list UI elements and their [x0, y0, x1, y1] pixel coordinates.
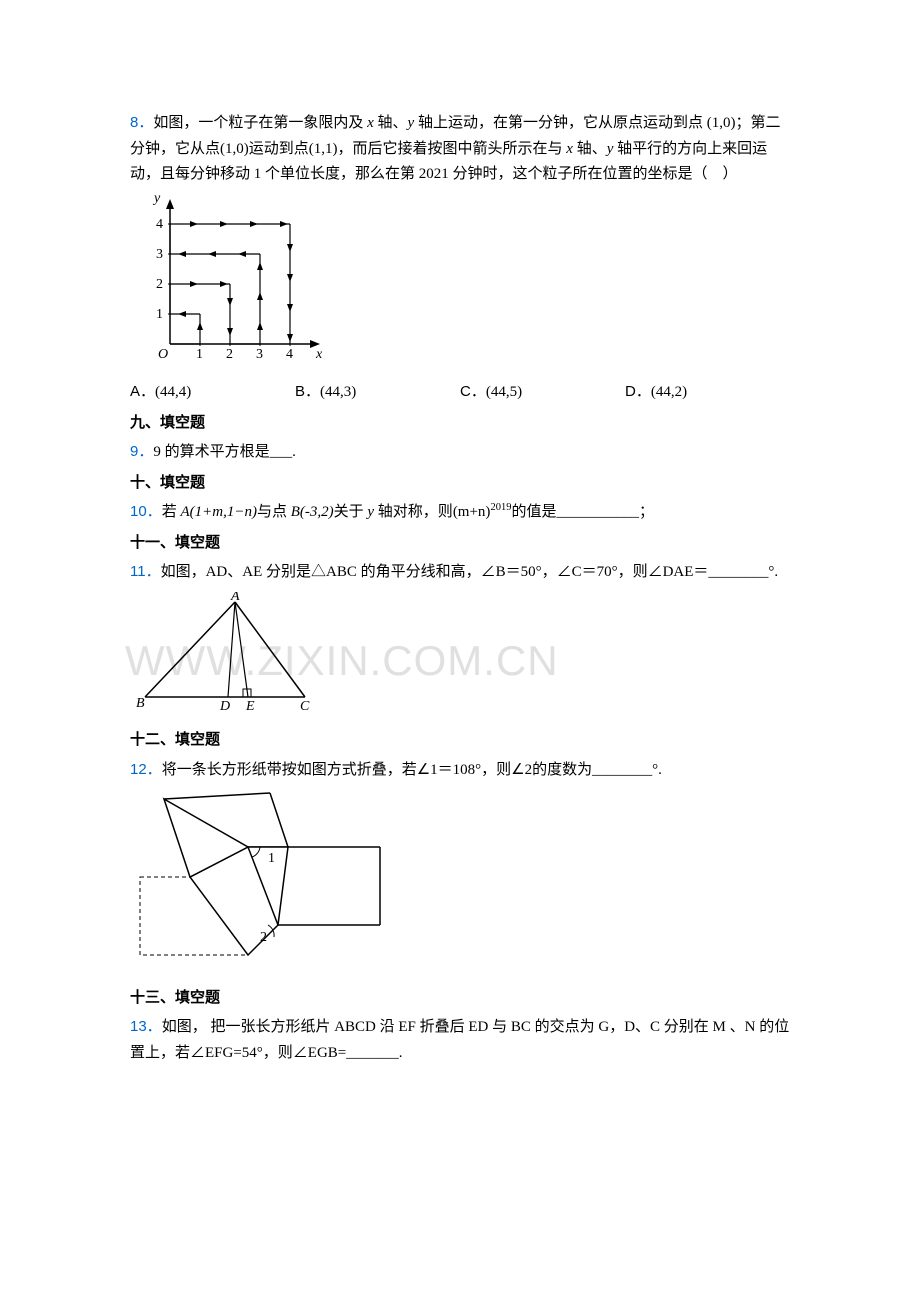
- q8-coord2: (1,0): [220, 141, 249, 157]
- q8-opt-c-val: (44,5): [486, 384, 522, 400]
- q13-text: 如图， 把一张长方形纸片 ABCD 沿 EF 折叠后 ED 与 BC 的交点为 …: [130, 1019, 789, 1061]
- question-12: 12．将一条长方形纸带按如图方式折叠，若∠1＝108°，则∠2的度数为_____…: [130, 757, 790, 784]
- q8-text-e: 运动到点: [249, 141, 309, 157]
- q10-exp: 2019: [490, 502, 511, 513]
- svg-text:1: 1: [196, 347, 203, 362]
- section-10-title: 十、填空题: [130, 470, 790, 496]
- q8-x2: x: [566, 141, 573, 157]
- q10-a: 若: [162, 504, 181, 520]
- q11-diagram: A B C D E: [130, 592, 790, 722]
- svg-text:A: A: [230, 592, 240, 604]
- q10-b: 与点: [257, 504, 291, 520]
- q10-math1: A(1+m,1−n): [180, 504, 256, 520]
- question-9: 9．9 的算术平方根是___.: [130, 439, 790, 466]
- svg-text:3: 3: [156, 247, 163, 262]
- q11-number: 11．: [130, 563, 161, 580]
- q10-math2: B(-3,2): [291, 504, 334, 520]
- q8-opt-c-label: C．: [460, 383, 486, 400]
- svg-text:4: 4: [286, 347, 293, 362]
- q8-options: A．(44,4) B．(44,3) C．(44,5) D．(44,2): [130, 379, 790, 406]
- q8-text-g: 轴、: [573, 141, 607, 157]
- q8-opt-b-label: B．: [295, 383, 320, 400]
- q8-text-a: 如图，一个粒子在第一象限内及: [153, 115, 367, 131]
- q8-coord1: (1,0): [707, 115, 736, 131]
- question-10: 10．若 A(1+m,1−n)与点 B(-3,2)关于 y 轴对称，则(m+n)…: [130, 499, 790, 526]
- svg-text:C: C: [300, 699, 310, 712]
- q8-diagram: y x O 1 2 3 4 1 2 3 4: [130, 194, 790, 374]
- svg-text:x: x: [315, 347, 323, 362]
- q8-opt-a-val: (44,4): [155, 384, 191, 400]
- question-13: 13．如图， 把一张长方形纸片 ABCD 沿 EF 折叠后 ED 与 BC 的交…: [130, 1014, 790, 1066]
- q10-e: 的值是___________；: [511, 504, 654, 520]
- q8-opt-d-val: (44,2): [651, 384, 687, 400]
- q8-opt-a-label: A．: [130, 383, 155, 400]
- svg-text:B: B: [136, 696, 145, 711]
- q10-math3: (m+n): [453, 504, 491, 520]
- q8-opt-d-label: D．: [625, 383, 651, 400]
- q11-text: 如图，AD、AE 分别是△ABC 的角平分线和高，∠B＝50°，∠C＝70°，则…: [161, 564, 779, 580]
- q12-number: 12．: [130, 761, 162, 778]
- svg-text:2: 2: [226, 347, 233, 362]
- q10-number: 10．: [130, 503, 162, 520]
- q12-diagram: 1 2: [130, 789, 790, 979]
- q8-text-f: ，而后它接着按图中箭头所示在与: [338, 141, 567, 157]
- q9-text: 9 的算术平方根是___.: [153, 444, 296, 460]
- svg-text:1: 1: [268, 851, 275, 866]
- q8-text-c: 轴上运动，在第一分钟，它从原点运动到点: [414, 115, 707, 131]
- q12-ang2: ∠2: [511, 762, 532, 778]
- section-13-title: 十三、填空题: [130, 985, 790, 1011]
- section-9-title: 九、填空题: [130, 410, 790, 436]
- q12-a: 将一条长方形纸带按如图方式折叠，若: [162, 762, 417, 778]
- svg-text:1: 1: [156, 307, 163, 322]
- q12-math: ∠1＝108°: [417, 762, 481, 778]
- svg-text:2: 2: [156, 277, 163, 292]
- q10-d: 轴对称，则: [374, 504, 453, 520]
- svg-text:O: O: [158, 347, 168, 362]
- section-12-title: 十二、填空题: [130, 727, 790, 753]
- q12-b: ，则: [481, 762, 511, 778]
- question-8: 8．如图，一个粒子在第一象限内及 x 轴、y 轴上运动，在第一分钟，它从原点运动…: [130, 110, 790, 188]
- svg-text:2: 2: [260, 930, 267, 945]
- section-11-title: 十一、填空题: [130, 530, 790, 556]
- svg-text:4: 4: [156, 217, 163, 232]
- svg-text:y: y: [152, 194, 161, 206]
- svg-text:D: D: [219, 699, 230, 712]
- svg-text:E: E: [245, 699, 255, 712]
- q8-text-b: 轴、: [374, 115, 408, 131]
- q8-opt-b-val: (44,3): [320, 384, 356, 400]
- q10-c: 关于: [334, 504, 368, 520]
- q8-coord3: (1,1): [309, 141, 338, 157]
- q8-x1: x: [367, 115, 374, 131]
- question-11: 11．如图，AD、AE 分别是△ABC 的角平分线和高，∠B＝50°，∠C＝70…: [130, 559, 790, 586]
- q12-c: 的度数为________°.: [532, 762, 662, 778]
- q9-number: 9．: [130, 443, 153, 460]
- q8-number: 8．: [130, 114, 153, 131]
- svg-text:3: 3: [256, 347, 263, 362]
- q13-number: 13．: [130, 1018, 162, 1035]
